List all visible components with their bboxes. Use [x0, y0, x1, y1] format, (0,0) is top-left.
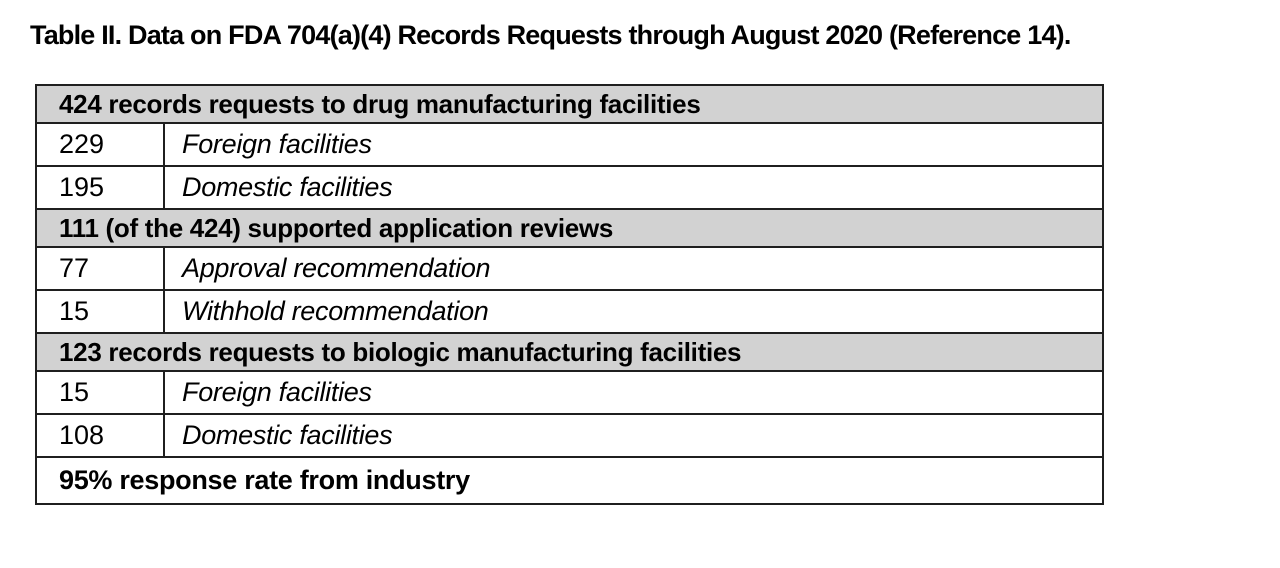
count-cell: 15	[37, 372, 165, 413]
count-cell: 77	[37, 248, 165, 289]
records-request-table: 424 records requests to drug manufacturi…	[35, 84, 1104, 505]
footer-label: 95% response rate from industry	[59, 465, 470, 495]
description-cell: Foreign facilities	[182, 377, 372, 407]
table-row: 195 Domestic facilities	[37, 167, 1102, 210]
section-header-row: 111 (of the 424) supported application r…	[37, 210, 1102, 248]
table-row: 108 Domestic facilities	[37, 415, 1102, 458]
description-cell: Domestic facilities	[182, 420, 393, 450]
section-header-label: 424 records requests to drug manufacturi…	[59, 88, 701, 119]
count-cell: 108	[37, 415, 165, 456]
count-cell: 195	[37, 167, 165, 208]
section-header-label: 111 (of the 424) supported application r…	[59, 212, 614, 243]
footer-row: 95% response rate from industry	[37, 458, 1102, 503]
description-cell: Approval recommendation	[182, 253, 491, 283]
description-cell: Domestic facilities	[182, 172, 393, 202]
description-cell: Foreign facilities	[182, 129, 372, 159]
table-row: 77 Approval recommendation	[37, 248, 1102, 291]
count-cell: 15	[37, 291, 165, 332]
table-caption: Table II. Data on FDA 704(a)(4) Records …	[30, 20, 1071, 50]
table-row: 15 Withhold recommendation	[37, 291, 1102, 334]
section-header-label: 123 records requests to biologic manufac…	[59, 336, 742, 367]
section-header-row: 123 records requests to biologic manufac…	[37, 334, 1102, 372]
table-row: 15 Foreign facilities	[37, 372, 1102, 415]
count-cell: 229	[37, 124, 165, 165]
section-header-row: 424 records requests to drug manufacturi…	[37, 86, 1102, 124]
table-row: 229 Foreign facilities	[37, 124, 1102, 167]
description-cell: Withhold recommendation	[182, 296, 489, 326]
